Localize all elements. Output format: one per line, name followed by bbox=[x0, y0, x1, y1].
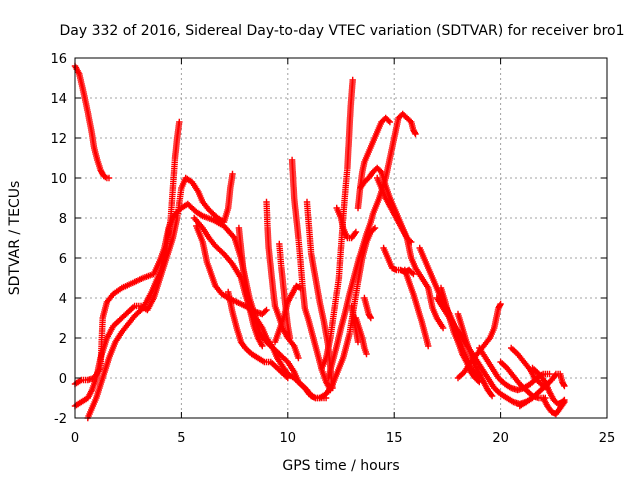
series-markers bbox=[71, 62, 113, 182]
axis-ticks: 0 5 10 15 20 25 -2 0 2 4 6 8 10 12 14 16 bbox=[50, 52, 615, 446]
series-arc14 bbox=[318, 76, 356, 372]
series-arc34 bbox=[529, 364, 568, 408]
series-layer bbox=[71, 62, 568, 422]
series-arc8 bbox=[235, 224, 266, 350]
chart-title: Day 332 of 2016, Sidereal Day-to-day VTE… bbox=[59, 23, 624, 39]
y-axis-label: SDTVAR / TECUs bbox=[7, 181, 23, 296]
x-tick-label: 15 bbox=[386, 431, 403, 446]
y-tick-label: 0 bbox=[59, 372, 67, 387]
y-tick-label: 16 bbox=[50, 52, 67, 67]
y-tick-label: 14 bbox=[50, 92, 67, 107]
y-tick-label: 2 bbox=[59, 332, 67, 347]
series-arc17 bbox=[354, 114, 394, 212]
x-tick-label: 25 bbox=[599, 431, 616, 446]
y-tick-label: 6 bbox=[59, 252, 67, 267]
y-tick-label: 12 bbox=[50, 132, 67, 147]
series-arc21 bbox=[352, 314, 370, 358]
series-arc1 bbox=[71, 62, 113, 182]
series-markers bbox=[454, 310, 496, 400]
x-tick-label: 5 bbox=[177, 431, 185, 446]
series-markers bbox=[374, 174, 415, 246]
series-markers bbox=[318, 76, 356, 372]
series-arc28 bbox=[454, 310, 496, 400]
x-tick-label: 20 bbox=[492, 431, 509, 446]
series-markers bbox=[193, 222, 270, 318]
series-markers bbox=[516, 370, 568, 410]
series-arc24 bbox=[401, 266, 432, 350]
series-arc19 bbox=[374, 174, 415, 246]
series-arc18 bbox=[357, 164, 447, 332]
series-arc6 bbox=[193, 222, 270, 318]
series-markers bbox=[361, 294, 374, 322]
series-markers bbox=[529, 364, 568, 408]
series-arc16 bbox=[333, 204, 360, 242]
series-markers bbox=[271, 282, 304, 346]
y-tick-label: -2 bbox=[54, 412, 67, 427]
y-tick-label: 8 bbox=[59, 212, 67, 227]
y-tick-label: 10 bbox=[50, 172, 67, 187]
y-tick-label: 4 bbox=[59, 292, 67, 307]
series-markers bbox=[540, 394, 568, 418]
series-markers bbox=[354, 114, 394, 212]
plot-frame bbox=[74, 57, 608, 419]
series-markers bbox=[235, 224, 266, 350]
series-arc7 bbox=[225, 288, 291, 382]
series-markers bbox=[352, 314, 370, 358]
x-axis-label: GPS time / hours bbox=[282, 458, 399, 474]
x-tick-label: 0 bbox=[71, 431, 79, 446]
series-arc35 bbox=[540, 394, 568, 418]
x-tick-label: 10 bbox=[280, 431, 297, 446]
series-markers bbox=[401, 266, 432, 350]
series-arc22 bbox=[361, 294, 374, 322]
series-arc11 bbox=[271, 282, 304, 346]
series-arc33 bbox=[516, 370, 568, 410]
series-markers bbox=[225, 288, 291, 382]
series-markers bbox=[333, 204, 360, 242]
series-markers bbox=[357, 164, 447, 332]
